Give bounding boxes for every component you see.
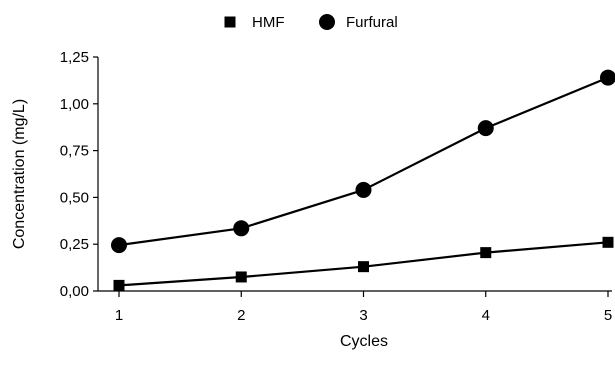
legend-item-hmf: HMF: [224, 14, 285, 31]
legend-marker-furfural: [319, 14, 335, 30]
furfural-point: [355, 181, 372, 198]
legend-label-furfural: Furfural: [346, 14, 398, 31]
plot-area: [111, 69, 615, 291]
furfural-point: [111, 237, 127, 254]
x-tick-label: 1: [115, 307, 123, 324]
legend-item-furfural: Furfural: [319, 14, 398, 31]
x-tick-label: 2: [237, 307, 245, 324]
y-tick-label: 0,50: [60, 189, 89, 206]
y-tick-label: 1,00: [60, 96, 89, 113]
furfural-line: [118, 76, 609, 247]
legend: HMF Furfural: [224, 14, 398, 31]
y-tick-label: 1,25: [60, 49, 89, 66]
y-tick-label: 0,25: [60, 236, 89, 253]
y-tick-label: 0,00: [60, 283, 89, 300]
y-axis-title: Concentration (mg/L): [11, 99, 28, 249]
hmf-point: [602, 236, 614, 248]
hmf-point: [113, 279, 125, 291]
furfural-point: [233, 220, 250, 237]
legend-marker-hmf: [224, 16, 236, 28]
furfural-point: [600, 69, 615, 86]
y-tick-label: 0,75: [60, 143, 89, 160]
hmf-point: [358, 261, 369, 273]
hmf-point: [480, 247, 492, 259]
x-tick-label: 3: [359, 307, 367, 324]
x-axis-title: Cycles: [340, 333, 388, 350]
x-tick-label: 5: [604, 307, 612, 324]
furfural-point: [477, 120, 494, 137]
hmf-point: [235, 271, 247, 283]
x-tick-label: 4: [482, 307, 490, 324]
legend-label-hmf: HMF: [252, 14, 285, 31]
axes: Concentration (mg/L) Cycles 0,00 0,25 0,50…: [11, 49, 612, 350]
